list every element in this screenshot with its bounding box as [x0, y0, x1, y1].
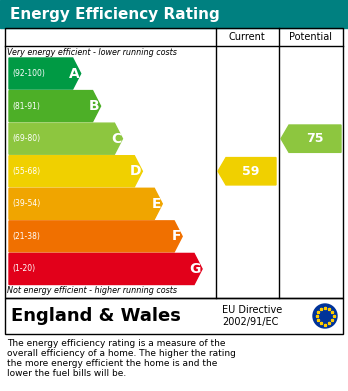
Text: The energy efficiency rating is a measure of the: The energy efficiency rating is a measur… — [7, 339, 226, 348]
Text: E: E — [152, 197, 161, 211]
Text: F: F — [172, 230, 181, 243]
Bar — [5, 28, 343, 298]
Text: (92-100): (92-100) — [12, 69, 45, 78]
Text: Potential: Potential — [290, 32, 332, 42]
Polygon shape — [9, 221, 182, 252]
Text: B: B — [89, 99, 100, 113]
Polygon shape — [218, 158, 276, 185]
Bar — [5, 298, 343, 334]
Polygon shape — [9, 58, 81, 89]
Text: Very energy efficient - lower running costs: Very energy efficient - lower running co… — [7, 48, 177, 57]
Text: D: D — [130, 164, 141, 178]
Polygon shape — [9, 253, 202, 285]
Text: EU Directive: EU Directive — [222, 305, 282, 315]
Text: (81-91): (81-91) — [12, 102, 40, 111]
Text: (55-68): (55-68) — [12, 167, 40, 176]
Text: Not energy efficient - higher running costs: Not energy efficient - higher running co… — [7, 286, 177, 295]
Polygon shape — [9, 123, 122, 154]
Text: 2002/91/EC: 2002/91/EC — [222, 317, 278, 327]
Text: the more energy efficient the home is and the: the more energy efficient the home is an… — [7, 359, 218, 368]
Text: (1-20): (1-20) — [12, 264, 35, 273]
Text: (69-80): (69-80) — [12, 134, 40, 143]
Circle shape — [313, 304, 337, 328]
Polygon shape — [9, 91, 101, 122]
Text: (39-54): (39-54) — [12, 199, 40, 208]
Text: C: C — [111, 132, 121, 146]
Text: Energy Efficiency Rating: Energy Efficiency Rating — [10, 7, 220, 22]
Bar — [0, 0, 348, 28]
Polygon shape — [9, 156, 142, 187]
Text: (21-38): (21-38) — [12, 232, 40, 241]
Polygon shape — [9, 188, 162, 219]
Polygon shape — [281, 125, 341, 152]
Text: 59: 59 — [242, 165, 260, 178]
Text: 75: 75 — [306, 132, 324, 145]
Text: Current: Current — [229, 32, 266, 42]
Text: lower the fuel bills will be.: lower the fuel bills will be. — [7, 369, 126, 378]
Text: G: G — [190, 262, 201, 276]
Text: overall efficiency of a home. The higher the rating: overall efficiency of a home. The higher… — [7, 349, 236, 358]
Text: England & Wales: England & Wales — [11, 307, 181, 325]
Text: A: A — [69, 66, 80, 81]
